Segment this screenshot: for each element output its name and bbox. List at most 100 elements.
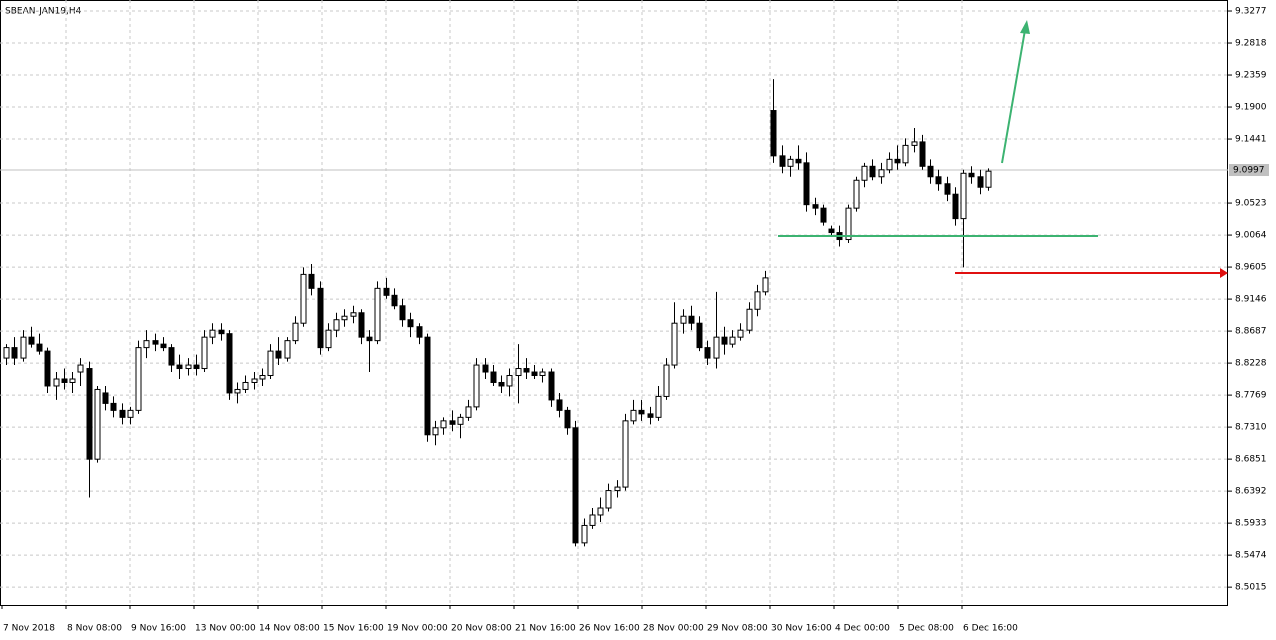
candle-body: [878, 169, 885, 178]
candle-body: [432, 427, 439, 436]
y-tick-label: 8.9605: [1235, 263, 1267, 273]
candle-body: [77, 364, 84, 373]
x-tick-label: 28 Nov 00:00: [643, 624, 704, 634]
x-tick-label: 7 Nov 2018: [3, 624, 55, 634]
candle-body: [729, 336, 736, 345]
y-tick-label: 9.0523: [1235, 199, 1267, 209]
candle-body: [746, 308, 753, 331]
candle-body: [407, 319, 414, 328]
candle-body: [465, 406, 472, 418]
x-tick-label: 20 Nov 08:00: [451, 624, 512, 634]
candle-body: [94, 388, 101, 460]
candle-body: [234, 388, 241, 394]
candle-body: [638, 409, 645, 415]
candle-body: [770, 110, 777, 157]
y-tick-label: 9.3277: [1235, 7, 1267, 17]
candle-body: [20, 336, 27, 359]
candle-body: [704, 347, 711, 359]
y-tick-label: 8.5474: [1235, 551, 1267, 561]
candle-body: [242, 381, 249, 390]
candle-body: [506, 375, 513, 387]
candle-body: [589, 514, 596, 526]
candle-body: [185, 364, 192, 370]
candle-body: [787, 158, 794, 167]
candle-body: [168, 347, 175, 366]
candle-body: [350, 312, 357, 317]
candle-body: [61, 378, 68, 383]
candle-body: [374, 287, 381, 342]
candle-body: [333, 319, 340, 331]
candle-body: [490, 371, 497, 383]
candle-body: [663, 364, 670, 397]
candle-body: [110, 402, 117, 411]
candle-body: [696, 322, 703, 349]
y-tick-label: 8.5933: [1235, 519, 1267, 529]
candle-body: [119, 409, 126, 418]
candle-body: [647, 413, 654, 418]
candle-body: [713, 336, 720, 359]
candle-body: [317, 287, 324, 349]
candle-body: [680, 315, 687, 324]
candle-body: [894, 158, 901, 164]
candle-body: [3, 347, 10, 359]
candle-body: [44, 350, 51, 387]
candle-body: [275, 350, 282, 359]
x-tick-label: 6 Dec 16:00: [963, 624, 1018, 634]
candle-body: [902, 144, 909, 164]
candle-body: [449, 420, 456, 425]
candle-body: [820, 207, 827, 223]
candle-body: [960, 172, 967, 220]
y-tick-label: 9.2359: [1235, 71, 1267, 81]
candle-body: [795, 158, 802, 164]
candle-body: [737, 329, 744, 338]
current-price-box: [1229, 164, 1269, 177]
candle-body: [581, 524, 588, 544]
candle-body: [218, 329, 225, 335]
candle-body: [605, 490, 612, 509]
candle-body: [828, 228, 835, 234]
y-tick-label: 8.7310: [1235, 423, 1267, 433]
candle-body: [812, 204, 819, 209]
candle-body: [308, 273, 315, 289]
candle-body: [968, 172, 975, 178]
candle-body: [564, 409, 571, 429]
candle-body: [292, 322, 299, 342]
y-tick-label: 8.7769: [1235, 391, 1267, 401]
x-tick-label: 5 Dec 08:00: [899, 624, 954, 634]
candle-body: [201, 336, 208, 370]
candle-body: [853, 179, 860, 209]
candle-body: [556, 399, 563, 411]
x-tick-label: 19 Nov 00:00: [387, 624, 448, 634]
y-tick-label: 8.5015: [1235, 583, 1267, 593]
candle-body: [688, 315, 695, 324]
y-tick-label: 9.1900: [1235, 103, 1267, 113]
candle-body: [869, 165, 876, 178]
y-tick-label: 9.0064: [1235, 231, 1267, 241]
candle-body: [391, 294, 398, 307]
candle-body: [143, 340, 150, 349]
candle-body: [482, 364, 489, 373]
candle-body: [424, 336, 431, 436]
candle-body: [135, 347, 142, 411]
candle-body: [259, 375, 266, 380]
candle-body: [341, 315, 348, 321]
y-tick-label: 8.6851: [1235, 455, 1267, 465]
x-tick-label: 21 Nov 16:00: [515, 624, 576, 634]
candle-body: [762, 277, 769, 293]
x-tick-label: 30 Nov 16:00: [771, 624, 832, 634]
candle-body: [572, 427, 579, 544]
candle-body: [284, 340, 291, 359]
plot-frame: [0, 0, 1228, 606]
x-tick-label: 15 Nov 16:00: [323, 624, 384, 634]
candle-body: [300, 273, 307, 324]
candle-body: [911, 141, 918, 146]
y-tick-label: 8.9146: [1235, 295, 1267, 305]
candle-body: [721, 336, 728, 345]
candle-body: [102, 392, 109, 404]
candle-body: [457, 416, 464, 425]
candle-body: [176, 364, 183, 370]
candle-body: [86, 368, 93, 460]
candle-body: [11, 347, 18, 359]
y-tick-label: 8.8228: [1235, 359, 1267, 369]
